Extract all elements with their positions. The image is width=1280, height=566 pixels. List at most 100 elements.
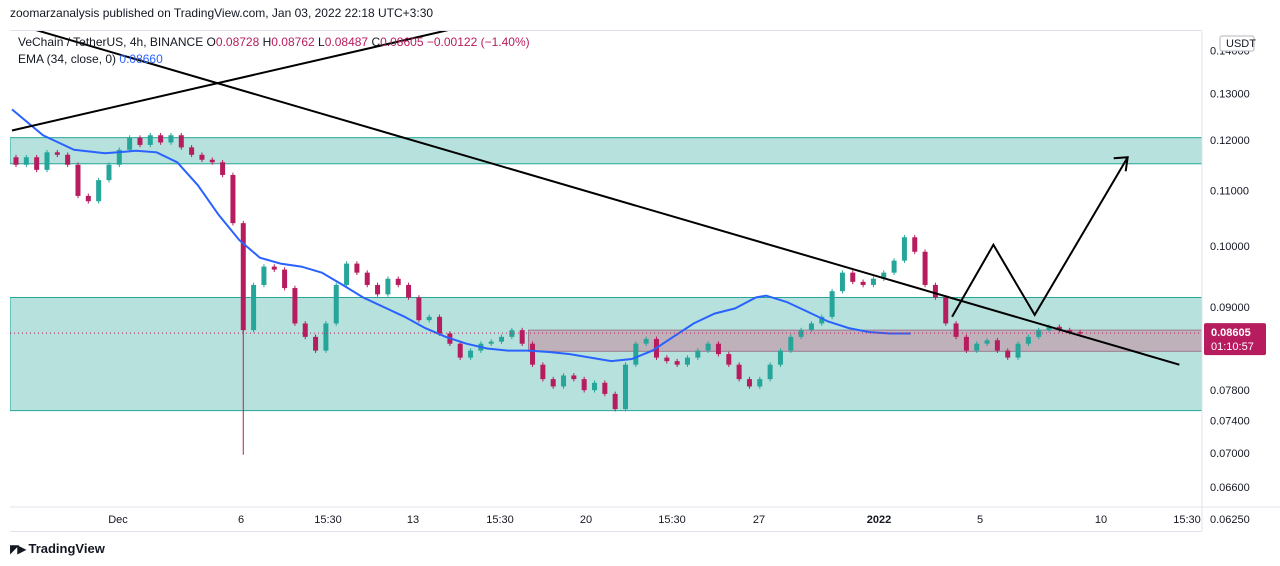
candle-body	[550, 379, 556, 387]
upper-rising-trendline	[11, 31, 449, 132]
candle-body	[437, 316, 443, 334]
candle-body	[54, 152, 60, 155]
projection-arrowhead-icon	[1113, 156, 1129, 172]
candle-body	[199, 154, 205, 160]
candle-body	[1077, 332, 1083, 334]
candle-body	[302, 323, 308, 337]
candle-body	[561, 375, 567, 387]
candle-body	[344, 263, 350, 285]
time-tick-label: 15:30	[1173, 514, 1201, 526]
candle-body	[839, 272, 845, 292]
candle-body	[922, 251, 928, 285]
candle-body	[116, 149, 122, 165]
candle-body	[230, 174, 236, 224]
price-tick-label: 0.12000	[1210, 135, 1250, 147]
candle-body	[581, 379, 587, 391]
candle-body	[313, 336, 319, 351]
legend-ema-value: 0.08660	[119, 52, 163, 66]
price-chart[interactable]: 0.140000.130000.120000.110000.100000.090…	[10, 31, 1280, 531]
price-tick-label: 0.11000	[1210, 186, 1249, 198]
candle-body	[674, 361, 680, 365]
last-price-label: 0.08605	[1211, 327, 1251, 339]
price-tick-label: 0.06250	[1210, 514, 1250, 526]
legend-ohlc: VeChain / TetherUS, 4h, BINANCE O0.08728…	[18, 35, 530, 49]
candle-body	[1046, 326, 1052, 331]
candle-body	[819, 316, 825, 324]
candle-body	[1056, 326, 1062, 331]
candle-body	[932, 284, 938, 298]
candle-body	[1015, 343, 1021, 358]
candle-body	[829, 291, 835, 317]
candle-body	[426, 316, 432, 321]
candle-body	[798, 330, 804, 337]
candle-body	[354, 263, 360, 273]
candle-body	[106, 164, 112, 181]
candle-body	[44, 152, 50, 170]
candle-body	[808, 323, 814, 331]
candle-body	[777, 350, 783, 365]
candle-body	[178, 135, 184, 148]
candle-body	[530, 343, 536, 365]
candle-body	[509, 330, 515, 337]
candle-body	[860, 281, 866, 285]
currency-badge	[1219, 35, 1255, 52]
chart-area[interactable]: 0.14000 0.13000 0.12000 0.11000 0.10000 0.090…	[10, 30, 1280, 532]
candle-body	[65, 154, 71, 165]
candle-body	[1005, 350, 1011, 358]
legend-high: 0.08762	[271, 35, 315, 49]
candle-body	[189, 147, 195, 155]
candle-body	[468, 350, 474, 358]
time-tick-label: 15:30	[658, 514, 686, 526]
candle-body	[499, 336, 505, 342]
legend-open: 0.08728	[215, 35, 260, 49]
time-tick-label: 6	[238, 514, 244, 526]
price-tick-label: 0.06600	[1210, 482, 1250, 494]
time-tick-label: 15:30	[314, 514, 342, 526]
candle-body	[251, 284, 257, 331]
candle-body	[705, 343, 711, 351]
time-tick-label: 2022	[867, 514, 891, 526]
candle-body	[736, 364, 742, 380]
candle-body	[261, 266, 267, 285]
candle-body	[96, 180, 102, 202]
time-tick-label: 10	[1095, 514, 1107, 526]
resistance-zone	[10, 137, 1203, 165]
candle-body	[757, 379, 763, 387]
candle-body	[592, 382, 598, 391]
time-tick-label: 20	[580, 514, 592, 526]
candle-body	[158, 135, 164, 143]
candle-body	[406, 284, 412, 298]
candle-body	[147, 135, 153, 145]
time-tick-label: 15:30	[486, 514, 514, 526]
candle-body	[974, 343, 980, 351]
price-tick-label: 0.07800	[1210, 385, 1250, 397]
candle-body	[984, 340, 990, 344]
candle-body	[633, 343, 639, 365]
time-tick-label: 5	[977, 514, 983, 526]
candle-body	[715, 343, 721, 355]
price-tick-label: 0.07400	[1210, 416, 1250, 428]
candle-body	[963, 336, 969, 351]
candle-body	[168, 135, 174, 143]
candle-body	[127, 137, 133, 150]
candle-body	[870, 278, 876, 285]
candle-body	[519, 330, 525, 344]
legend-low: 0.08487	[324, 35, 369, 49]
legend-low-label: L	[318, 35, 325, 49]
price-tick-label: 0.07000	[1210, 448, 1250, 460]
currency-label: USDT	[1226, 38, 1256, 50]
tradingview-logo[interactable]: ◤▶ TradingView	[10, 541, 105, 556]
candle-body	[240, 223, 246, 331]
candle-body	[23, 157, 29, 165]
candle-body	[953, 323, 959, 337]
legend-high-label: H	[262, 35, 272, 49]
candle-body	[1025, 336, 1031, 344]
candle-body	[571, 375, 577, 380]
candle-body	[13, 157, 19, 165]
candle-body	[137, 137, 143, 145]
legend-ema: EMA (34, close, 0) 0.08660	[18, 52, 163, 66]
legend-change: −0.00122 (−1.40%)	[426, 35, 530, 49]
candle-body	[994, 340, 1000, 351]
candle-body	[664, 357, 670, 362]
price-tick-label: 0.10000	[1210, 241, 1250, 253]
